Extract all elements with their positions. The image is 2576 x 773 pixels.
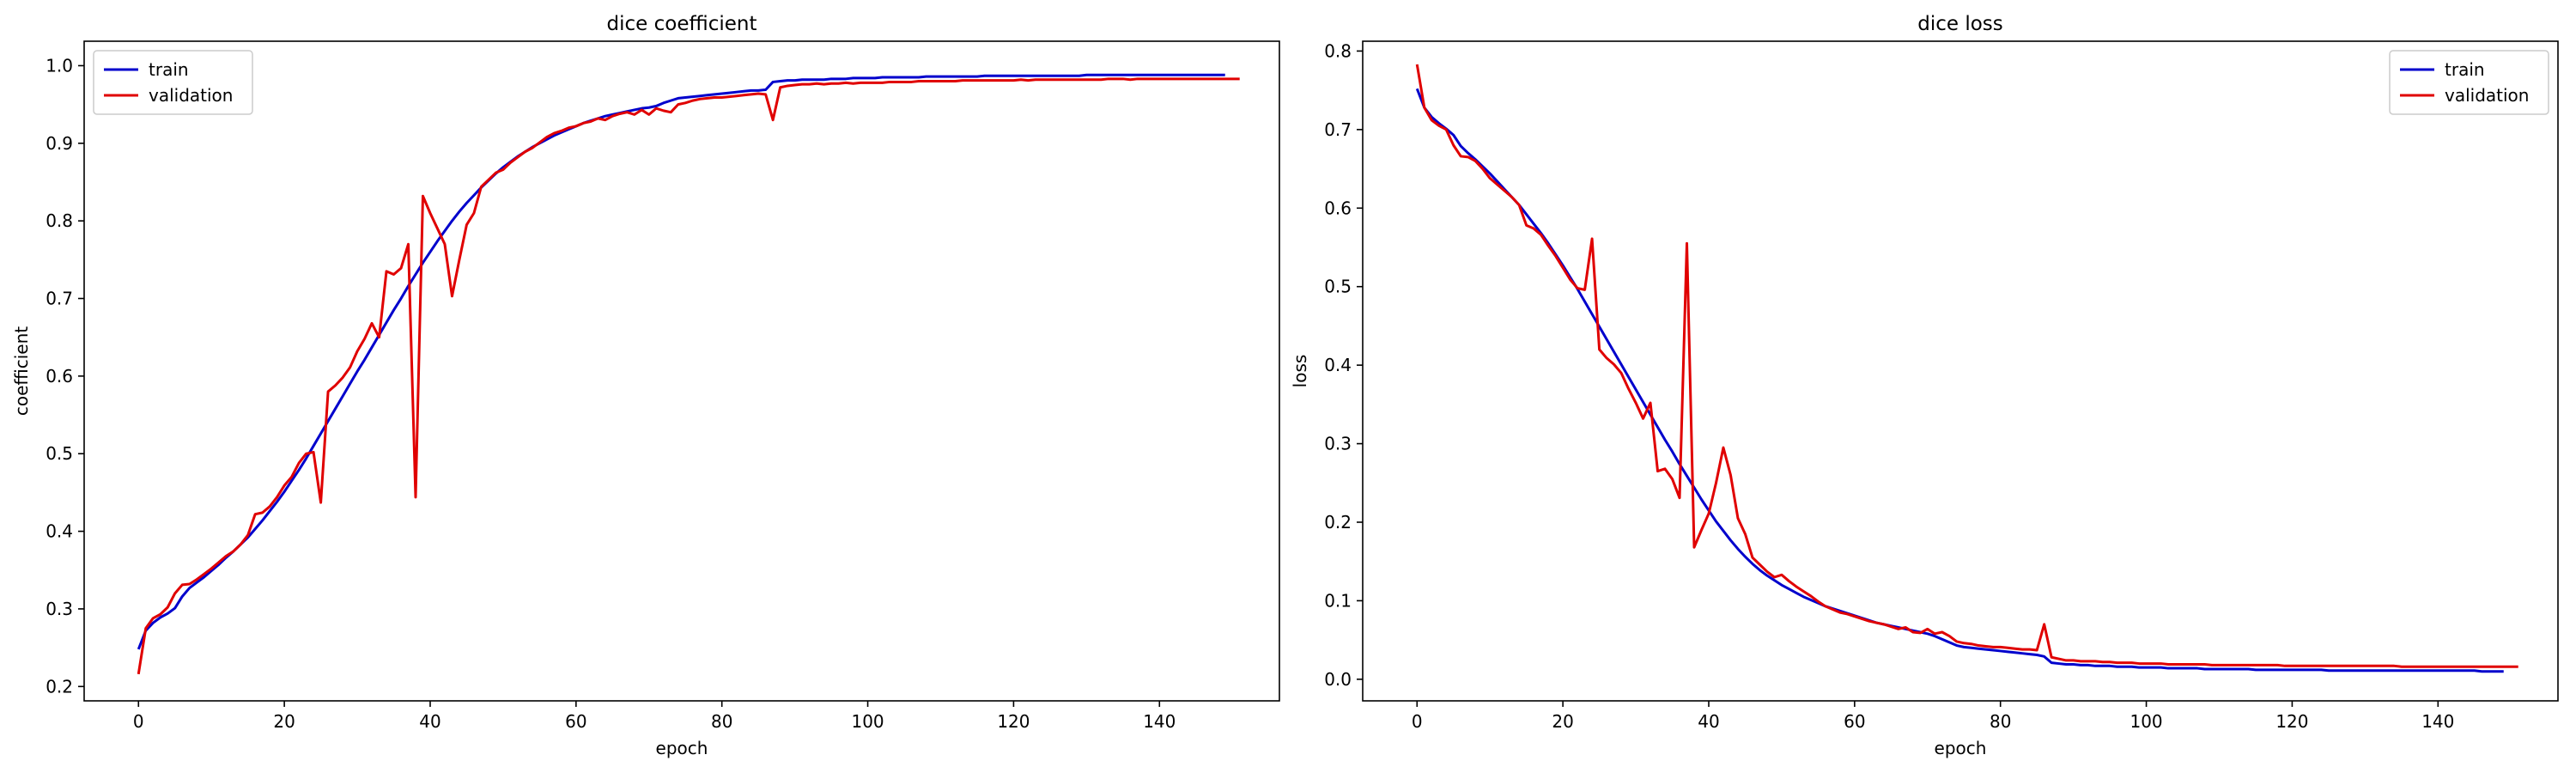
legend-label-train: train — [149, 59, 189, 80]
x-tick-label: 80 — [711, 711, 732, 732]
legend: train validation — [2389, 50, 2549, 115]
y-tick-label: 0.5 — [1324, 277, 1352, 297]
x-tick-label: 40 — [419, 711, 440, 732]
y-axis-label: coefficient — [11, 326, 32, 416]
y-tick-label: 0.3 — [1324, 434, 1352, 454]
x-tick-label: 0 — [1412, 711, 1423, 732]
x-tick-label: 80 — [1990, 711, 2011, 732]
y-tick-label: 0.5 — [46, 443, 73, 464]
chart-title: dice coefficient — [607, 13, 757, 35]
y-tick-label: 0.4 — [46, 521, 73, 542]
x-tick-label: 20 — [273, 711, 295, 732]
x-tick-label: 120 — [997, 711, 1030, 732]
x-tick-label: 40 — [1698, 711, 1719, 732]
chart-1: dice loss 0 20 40 60 80 100 120 140 0.0 0.1 0.2 0.3 0… — [1290, 13, 2559, 758]
x-tick-label: 140 — [1143, 711, 1176, 732]
chart-title: dice loss — [1917, 13, 2003, 35]
legend-label-validation: validation — [2445, 85, 2529, 106]
chart-0: dice coefficient 0 20 40 60 80 100 120 140 0.2 0.3… — [11, 13, 1280, 758]
y-tick-label: 0.3 — [46, 599, 73, 619]
x-tick-label: 60 — [565, 711, 586, 732]
x-axis-label: epoch — [1935, 738, 1987, 758]
legend-label-train: train — [2445, 59, 2485, 80]
legend-box — [2389, 50, 2549, 115]
legend-label-validation: validation — [149, 85, 233, 106]
x-axis-label: epoch — [656, 738, 708, 758]
series-line-validation — [137, 77, 1240, 675]
x-tick-label: 0 — [133, 711, 144, 732]
series-line-train — [137, 73, 1225, 650]
x-tick-label: 120 — [2275, 711, 2308, 732]
plot-frame — [83, 40, 1280, 702]
plot-frame — [1362, 40, 2559, 702]
y-tick-label: 0.0 — [1324, 669, 1352, 690]
x-tick-label: 140 — [2421, 711, 2454, 732]
y-tick-label: 0.7 — [46, 289, 73, 309]
y-tick-label: 0.6 — [1324, 198, 1352, 218]
x-tick-label: 100 — [2129, 711, 2162, 732]
y-tick-label: 0.2 — [1324, 512, 1352, 533]
x-tick-label: 60 — [1844, 711, 1865, 732]
y-tick-label: 0.6 — [46, 366, 73, 386]
x-tick-label: 20 — [1552, 711, 1573, 732]
y-tick-label: 0.4 — [1324, 355, 1352, 375]
y-tick-label: 1.0 — [46, 55, 73, 76]
series-line-validation — [1415, 64, 2518, 668]
y-tick-label: 0.2 — [46, 676, 73, 697]
y-tick-label: 0.8 — [46, 210, 73, 231]
x-tick-label: 100 — [851, 711, 884, 732]
y-tick-label: 0.9 — [46, 133, 73, 154]
y-tick-label: 0.1 — [1324, 590, 1352, 611]
y-tick-label: 0.8 — [1324, 40, 1352, 61]
legend: train validation — [93, 50, 253, 115]
y-tick-label: 0.7 — [1324, 119, 1352, 140]
y-axis-label: loss — [1290, 355, 1310, 388]
legend-box — [93, 50, 253, 115]
